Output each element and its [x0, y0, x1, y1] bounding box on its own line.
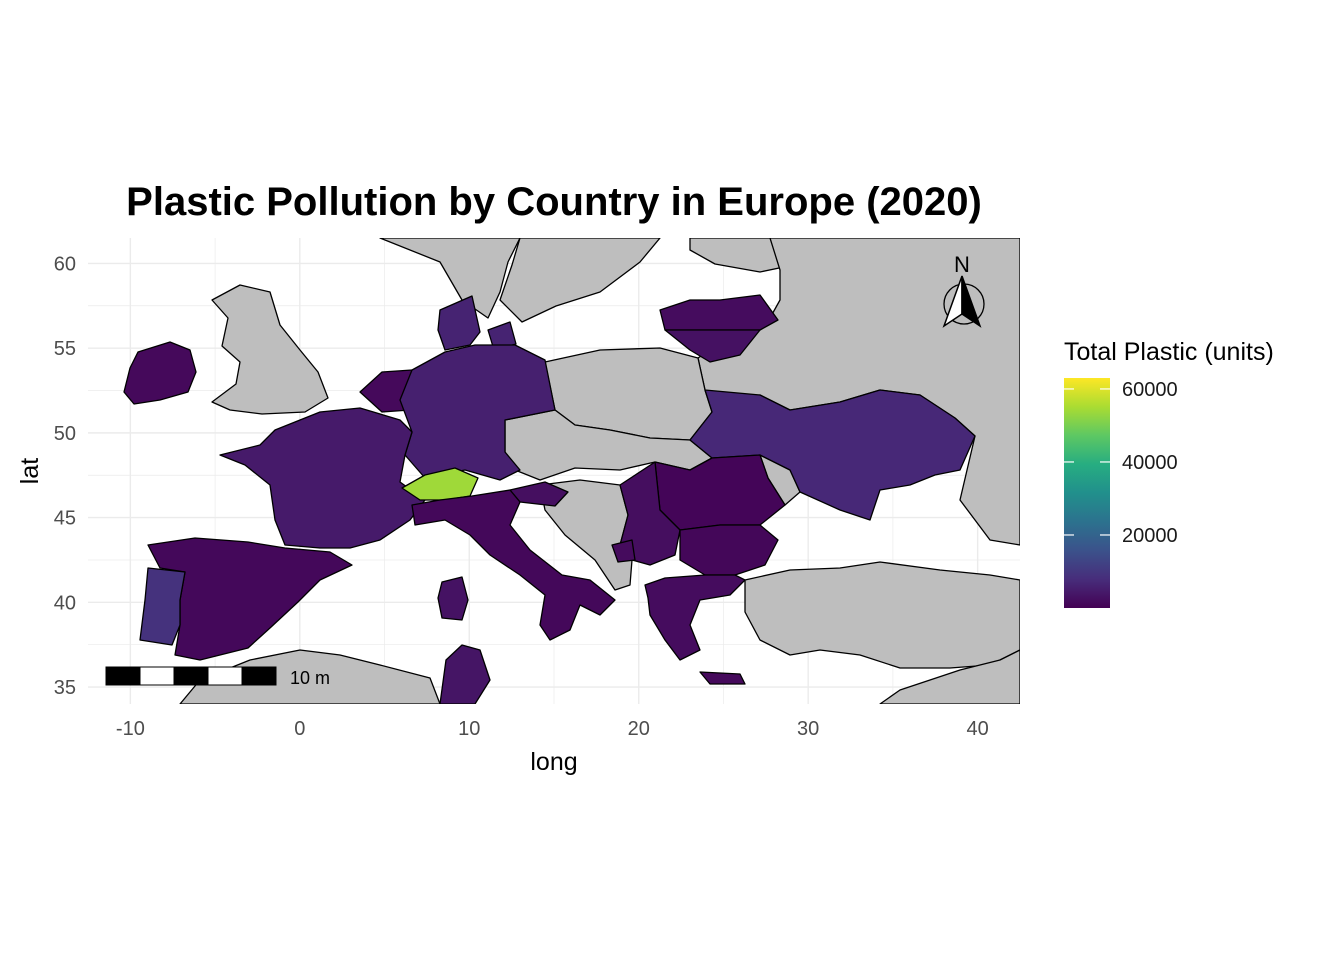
region-montenegro: [611, 539, 636, 563]
y-tick-label: 35: [54, 677, 76, 699]
scale-bar: 10 m: [105, 666, 330, 688]
x-tick-label: 20: [628, 718, 650, 740]
y-axis-title: lat: [16, 458, 44, 484]
region-serbia: [619, 461, 681, 566]
scale-bar-label: 10 m: [290, 668, 330, 688]
legend-colorbar: [1064, 378, 1110, 608]
y-tick-label: 60: [54, 253, 76, 275]
x-tick-label: 30: [797, 718, 819, 740]
region-turkey: [744, 561, 1020, 669]
color-legend: Total Plastic (units) 20000 40000 60000: [1064, 338, 1274, 608]
legend-ticks: 20000 40000 60000: [1064, 379, 1178, 547]
region-portugal: [139, 567, 186, 646]
region-denmark-islands: [487, 321, 517, 351]
map-panel: [123, 238, 1020, 704]
chart-title: Plastic Pollution by Country in Europe (…: [126, 180, 982, 224]
legend-tick-label: 20000: [1122, 525, 1178, 547]
region-sardinia: [437, 576, 469, 621]
x-axis-title: long: [530, 748, 577, 776]
region-great-britain: [211, 284, 329, 415]
region-switzerland: [401, 467, 479, 501]
region-lithuania: [664, 329, 761, 363]
x-tick-label: 40: [967, 718, 989, 740]
y-tick-label: 55: [54, 338, 76, 360]
region-denmark: [437, 295, 481, 351]
y-tick-label: 40: [54, 592, 76, 614]
no-data-land: [179, 238, 1020, 704]
region-ireland: [123, 341, 197, 405]
legend-title: Total Plastic (units): [1064, 338, 1274, 366]
region-latvia: [659, 294, 779, 331]
x-tick-label: 10: [458, 718, 480, 740]
legend-tick-label: 60000: [1122, 379, 1178, 401]
x-tick-label: -10: [116, 718, 145, 740]
region-italy: [411, 489, 616, 641]
region-france: [219, 407, 426, 549]
y-tick-label: 50: [54, 423, 76, 445]
y-axis-ticks: 35 40 45 50 55 60: [54, 253, 76, 699]
region-crete: [699, 671, 746, 685]
x-axis-ticks: -10 0 10 20 30 40: [116, 718, 989, 740]
x-tick-label: 0: [294, 718, 305, 740]
region-tunisia: [439, 644, 491, 704]
region-libya-egypt: [879, 649, 1020, 704]
region-greece: [644, 574, 746, 661]
north-arrow-label: N: [954, 252, 970, 277]
y-tick-label: 45: [54, 508, 76, 530]
region-sweden-finland: [499, 238, 661, 323]
data-regions: [123, 294, 976, 704]
region-bulgaria: [679, 524, 779, 576]
region-scandinavia: [379, 238, 521, 319]
north-arrow-icon: N: [942, 252, 985, 328]
region-balkans-west: [539, 479, 633, 591]
legend-tick-label: 40000: [1122, 452, 1178, 474]
